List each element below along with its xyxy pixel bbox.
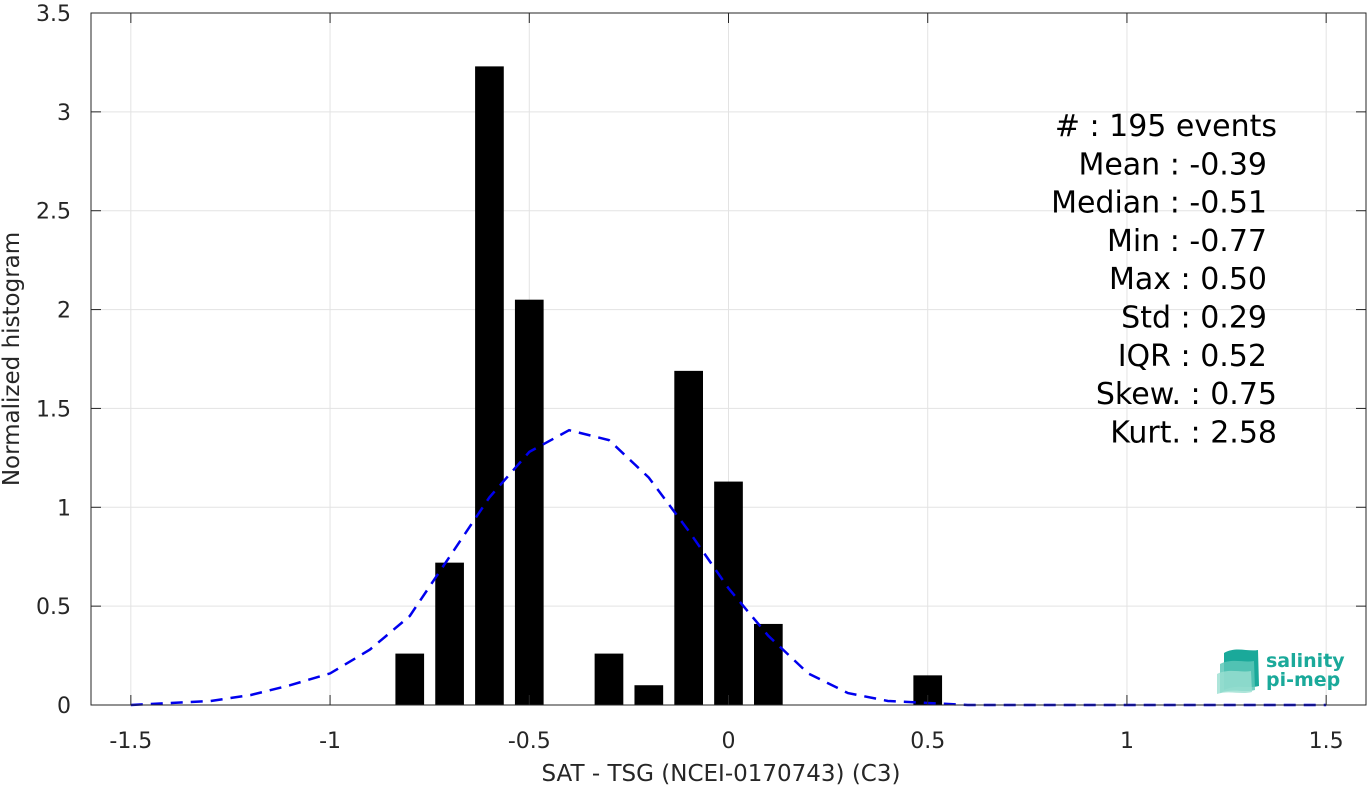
axes-layer [90, 12, 1367, 706]
logo-waves-icon [1217, 649, 1259, 694]
stat-line: Min : -0.77 [1107, 224, 1267, 259]
x-axis-title: SAT - TSG (NCEI-0170743) (C3) [542, 761, 901, 785]
tick-labels-layer: -1.5 -1 -0.5 0 0.5 1 1.5 0 0.5 1 1.5 2 2.5 3 3.5 [36, 2, 1344, 754]
x-tick-label: -0.5 [508, 729, 551, 754]
stat-line: Max : 0.50 [1109, 262, 1267, 297]
y-tick-label: 3.5 [36, 2, 71, 27]
salinity-pi-mep-logo: salinity pi-mep [1217, 649, 1345, 694]
histogram-bar [634, 685, 664, 705]
grid-layer [91, 12, 1366, 706]
histogram-bar [514, 299, 544, 705]
y-tick-label: 1.5 [36, 397, 71, 422]
y-tick-label: 0.5 [36, 595, 71, 620]
x-tick-label: -1 [319, 729, 341, 754]
stat-line: Kurt. : 2.58 [1110, 415, 1277, 450]
stat-line: IQR : 0.52 [1118, 339, 1267, 374]
y-tick-label: 3 [57, 101, 71, 126]
stat-line: Median : -0.51 [1051, 186, 1267, 221]
x-tick-label: 0 [722, 729, 736, 754]
logo-line2: pi-mep [1266, 669, 1340, 691]
y-axis-title: Normalized histogram [0, 232, 25, 486]
x-tick-label: 1.5 [1309, 729, 1344, 754]
stat-line: Skew. : 0.75 [1096, 377, 1277, 412]
stat-line: Mean : -0.39 [1078, 147, 1267, 182]
x-tick-label: 1 [1120, 729, 1134, 754]
histogram-bar [475, 66, 504, 705]
stat-line: # : 195 events [1055, 109, 1277, 144]
histogram-bar [435, 562, 464, 705]
y-tick-label: 2.5 [36, 200, 71, 225]
histogram-bar [714, 481, 743, 705]
stat-line: Std : 0.29 [1121, 301, 1267, 336]
logo-line1: salinity [1266, 650, 1345, 672]
histogram-bar [395, 653, 425, 705]
x-tick-label: -1.5 [109, 729, 152, 754]
histogram-bar [674, 370, 703, 705]
y-tick-label: 0 [57, 694, 71, 719]
bars-layer [395, 66, 943, 705]
y-tick-label: 1 [57, 496, 71, 521]
histogram-bar [594, 653, 624, 705]
y-tick-label: 2 [57, 299, 71, 324]
x-tick-label: 0.5 [910, 729, 945, 754]
